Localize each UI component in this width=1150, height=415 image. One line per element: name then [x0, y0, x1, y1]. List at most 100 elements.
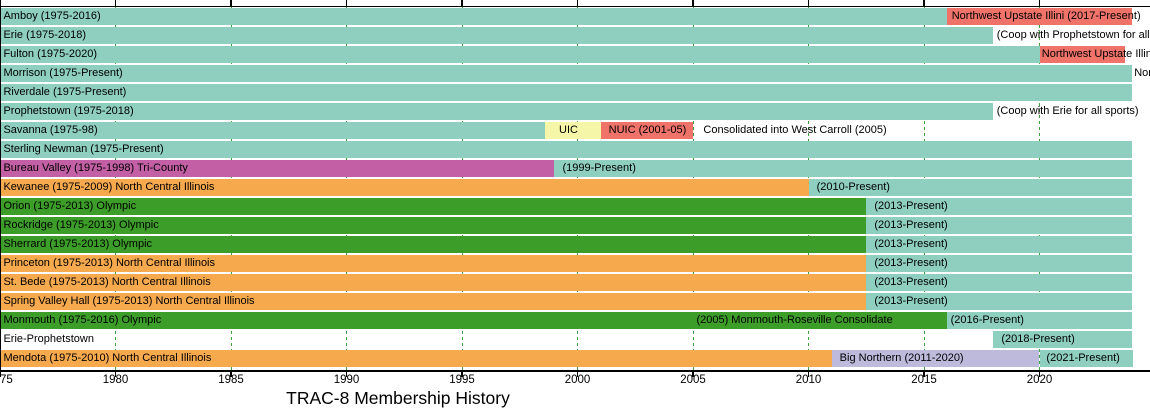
timeline-row-erie: Erie (1975-2018) (Coop with Prophetstown … — [0, 27, 1150, 44]
tick-top-1975 — [0, 0, 1, 7]
bar-label: Orion (1975-2013) Olympic — [3, 200, 137, 212]
timeline-bar-teal — [947, 312, 1132, 329]
bar-label: (2013-Present) — [874, 257, 948, 269]
bar-label: (2021-Present) — [1046, 352, 1120, 364]
bar-label: Rockridge (1975-2013) Olympic — [3, 219, 159, 231]
tick-label-2015: 2015 — [911, 374, 937, 386]
tick-bottom-2005 — [692, 370, 694, 377]
timeline-row-mendota: Mendota (1975-2010) North Central Illino… — [0, 350, 1150, 367]
bar-label: Northwest Upstate Illini (2017-Present) — [951, 10, 1141, 22]
bar-label: Bureau Valley (1975-1998) Tri-County — [3, 162, 188, 174]
timeline-row-erie-prophetstown: Erie-Prophetstown (2018-Present) — [0, 331, 1150, 348]
bar-label: (2013-Present) — [874, 295, 948, 307]
bar-label: Monmouth (1975-2016) Olympic — [3, 314, 162, 326]
tick-label-1995: 1995 — [449, 374, 475, 386]
tick-top-1990 — [345, 0, 348, 7]
bar-label: (2013-Present) — [874, 219, 948, 231]
timeline-bar-teal — [0, 122, 546, 139]
chart-title: TRAC-8 Membership History — [286, 388, 510, 408]
tick-label-1990: 1990 — [333, 374, 360, 386]
timeline-row-princeton: Princeton (1975-2013) North Central Illi… — [0, 255, 1150, 272]
tick-label-1975: 1975 — [0, 374, 13, 386]
tick-top-2010 — [807, 0, 810, 7]
bar-label: (2005) Monmouth-Roseville Consolidate — [696, 314, 893, 326]
tick-top-2020 — [1038, 0, 1041, 7]
tick-bottom-2000 — [576, 370, 579, 377]
timeline-bar-teal — [866, 217, 1132, 234]
timeline-bar-teal — [554, 160, 1132, 177]
tick-label-1980: 1980 — [102, 374, 129, 386]
tick-label-2020: 2020 — [1026, 374, 1053, 386]
tick-top-2000 — [576, 0, 579, 7]
timeline-row-orion: Orion (1975-2013) Olympic (2013-Present) — [0, 198, 1150, 215]
bar-label: (2016-Present) — [950, 314, 1024, 326]
tick-top-2015 — [923, 0, 925, 7]
bar-label: Nor — [1134, 67, 1150, 79]
bar-label: (Coop with Erie for all sports) — [996, 105, 1139, 117]
tick-bottom-1995 — [461, 370, 463, 377]
timeline-bar-teal — [0, 141, 1132, 158]
timeline-row-sterling-newman: Sterling Newman (1975-Present) — [0, 141, 1150, 158]
timeline-bar-teal — [866, 255, 1132, 272]
timeline-row-st-bede: St. Bede (1975-2013) North Central Illin… — [0, 274, 1150, 291]
tick-bottom-1990 — [345, 370, 348, 377]
timeline-bar-teal — [0, 46, 1040, 63]
bar-label: Amboy (1975-2016) — [3, 10, 101, 22]
timeline-row-morrison: Morrison (1975-Present) Nor — [0, 65, 1150, 82]
tick-bottom-2020 — [1038, 370, 1041, 377]
tick-top-1980 — [114, 0, 117, 7]
bar-label: NUIC (2001-05) — [608, 124, 687, 136]
bar-label: Prophetstown (1975-2018) — [3, 105, 134, 117]
timeline-row-monmouth: Monmouth (1975-2016) Olympic (2005) Monmo… — [0, 312, 1150, 329]
tick-bottom-2010 — [807, 370, 810, 377]
timeline-bar-orange — [0, 255, 867, 272]
timeline-row-rockridge: Rockridge (1975-2013) Olympic (2013-Prese… — [0, 217, 1150, 234]
bar-label: Consolidated into West Carroll (2005) — [703, 124, 887, 136]
bar-label: (2018-Present) — [1001, 333, 1075, 345]
timeline-bar-orange — [0, 350, 832, 367]
timeline-bar-green — [0, 312, 948, 329]
timeline-bar-teal — [0, 84, 1132, 101]
timeline-bar-lavender — [831, 350, 1040, 367]
bar-label: Spring Valley Hall (1975-2013) North Cen… — [3, 295, 255, 307]
timeline-bar-green — [0, 236, 867, 253]
timeline-row-sherrard: Sherrard (1975-2013) Olympic (2013-Presen… — [0, 236, 1150, 253]
timeline-bar-teal — [1039, 350, 1134, 367]
timeline-row-fulton: Fulton (1975-2020) Northwest Upstate Illi… — [0, 46, 1150, 63]
timeline-bar-green — [0, 198, 867, 215]
timeline-bar-red — [600, 122, 693, 139]
tick-top-1985 — [230, 0, 232, 7]
timeline-row-prophetstown: Prophetstown (1975-2018) (Coop with Erie … — [0, 103, 1150, 120]
tick-bottom-1975 — [0, 370, 1, 377]
tick-label-2010: 2010 — [795, 374, 822, 386]
timeline-row-bureau-valley: Bureau Valley (1975-1998) Tri-County (199… — [0, 160, 1150, 177]
bar-label: Big Northern (2011-2020) — [839, 352, 964, 364]
x-axis-line — [0, 370, 1150, 372]
timeline-row-spring-valley-hall: Spring Valley Hall (1975-2013) North Cen… — [0, 293, 1150, 310]
bar-label: Erie (1975-2018) — [3, 29, 87, 41]
tick-top-1995 — [461, 0, 463, 7]
timeline-bar-teal — [866, 293, 1132, 310]
bar-label: Savanna (1975-98) — [3, 124, 98, 136]
bar-label: Princeton (1975-2013) North Central Illi… — [3, 257, 216, 269]
tick-label-1985: 1985 — [218, 374, 244, 386]
bar-label: (1999-Present) — [562, 162, 636, 174]
timeline-bar-red — [947, 8, 1132, 25]
plot-border-left — [0, 6, 1, 371]
bar-label: Morrison (1975-Present) — [3, 67, 123, 79]
tick-bottom-1985 — [230, 370, 232, 377]
timeline-row-amboy: Amboy (1975-2016) Northwest Upstate Illin… — [0, 8, 1150, 25]
timeline-row-savanna: Savanna (1975-98) UIC NUIC (2001-05) Consol… — [0, 122, 1150, 139]
tick-label-2000: 2000 — [564, 374, 591, 386]
bar-label: Riverdale (1975-Present) — [3, 86, 127, 98]
tick-label-2005: 2005 — [680, 374, 706, 386]
bar-label: (2013-Present) — [874, 200, 948, 212]
tick-bottom-1980 — [114, 370, 117, 377]
bar-label: (2013-Present) — [874, 238, 948, 250]
bar-label: UIC — [559, 124, 578, 136]
bar-label: (2010-Present) — [816, 181, 890, 193]
bar-label: Fulton (1975-2020) — [3, 48, 98, 60]
timeline-bar-teal — [866, 236, 1132, 253]
timeline-bar-orange — [0, 274, 867, 291]
timeline-bar-yellow — [545, 122, 601, 139]
